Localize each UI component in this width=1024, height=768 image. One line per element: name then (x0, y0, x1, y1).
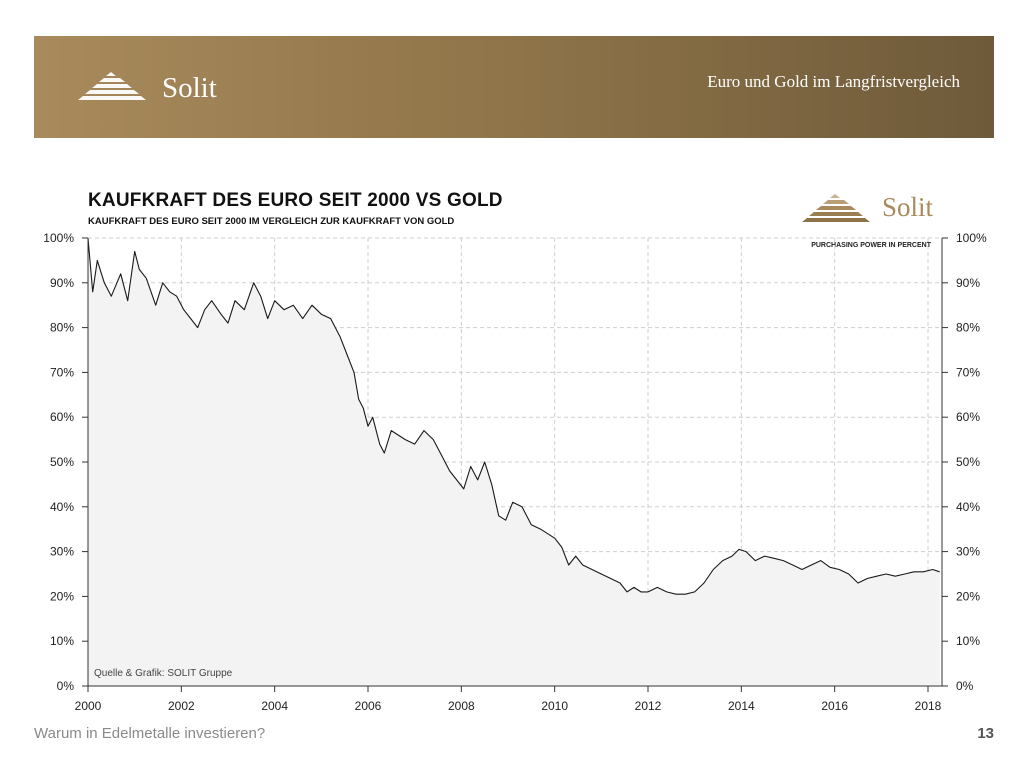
y-tick-label-left: 100% (43, 231, 74, 245)
y-tick-label-left: 70% (50, 365, 74, 379)
y-tick-label-left: 30% (50, 545, 74, 559)
chart-logo-icon (802, 194, 870, 222)
y-tick-label-left: 80% (50, 321, 74, 335)
x-tick-label: 2000 (75, 699, 102, 713)
y-tick-label-left: 20% (50, 589, 74, 603)
chart-subtitle: KAUFKRAFT DES EURO SEIT 2000 IM VERGLEIC… (88, 216, 455, 227)
y-tick-label-left: 60% (50, 410, 74, 424)
chart-title: KAUFKRAFT DES EURO SEIT 2000 VS GOLD (88, 190, 503, 211)
y-tick-label-left: 50% (50, 455, 74, 469)
x-tick-label: 2008 (448, 699, 475, 713)
slide-subtitle: Euro und Gold im Langfristvergleich (707, 72, 960, 91)
brand-name: Solit (162, 72, 217, 104)
y-tick-label-right: 30% (956, 545, 980, 559)
y-tick-label-right: 40% (956, 500, 980, 514)
x-tick-label: 2016 (821, 699, 848, 713)
footer-caption: Warum in Edelmetalle investieren? (34, 725, 266, 742)
axes (82, 237, 948, 692)
x-tick-label: 2002 (168, 699, 195, 713)
y-tick-label-right: 0% (956, 679, 974, 693)
y-tick-label-left: 40% (50, 500, 74, 514)
series-area (88, 238, 940, 686)
x-tick-label: 2010 (541, 699, 568, 713)
y-tick-label-right: 90% (956, 276, 980, 290)
header-banner: Solit Euro und Gold im Langfristvergleic… (34, 36, 994, 138)
source-annotation: Quelle & Grafik: SOLIT Gruppe (94, 668, 233, 679)
y-tick-label-right: 50% (956, 455, 980, 469)
page-number: 13 (977, 725, 994, 742)
x-tick-label: 2012 (635, 699, 662, 713)
y-tick-label-left: 90% (50, 276, 74, 290)
x-tick-label: 2014 (728, 699, 755, 713)
y-tick-label-left: 10% (50, 634, 74, 648)
y-tick-label-right: 70% (956, 365, 980, 379)
y-tick-label-left: 0% (57, 679, 75, 693)
y-tick-label-right: 10% (956, 634, 980, 648)
stepped-pyramid-icon (78, 72, 146, 100)
x-tick-label: 2018 (915, 699, 942, 713)
y-tick-label-right: 80% (956, 321, 980, 335)
x-tick-label: 2004 (261, 699, 288, 713)
chart-brand-name: Solit (882, 192, 934, 222)
tick-labels: 0% 0% 10% 10% 20% 20% 30% 30% 40% 40% 50% 50% 60% 60%… (43, 231, 987, 713)
y-tick-label-right: 20% (956, 589, 980, 603)
x-tick-label: 2006 (355, 699, 382, 713)
series-line (87, 237, 940, 595)
chart-unit-note: PURCHASING POWER IN PERCENT (811, 242, 931, 249)
y-tick-label-right: 100% (956, 231, 987, 245)
y-tick-label-right: 60% (956, 410, 980, 424)
